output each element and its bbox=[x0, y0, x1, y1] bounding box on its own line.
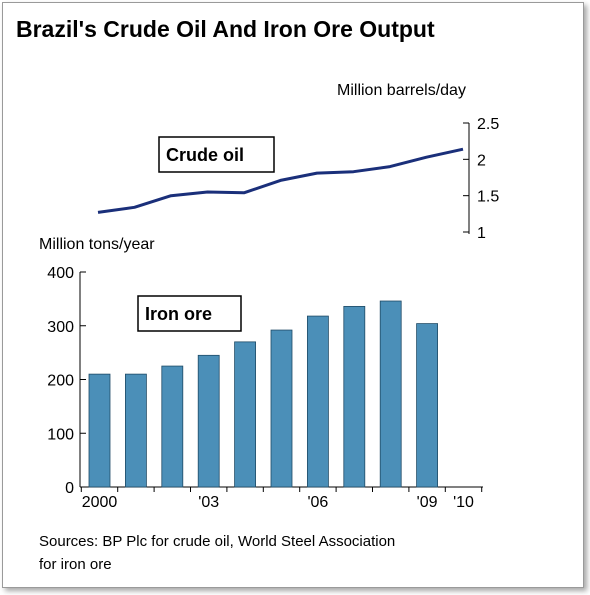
ore-x-tick-label: '09 bbox=[417, 494, 438, 511]
ore-x-tick-label: 2000 bbox=[82, 494, 118, 511]
oil-series-line bbox=[97, 147, 464, 214]
ore-series-label: Iron ore bbox=[145, 304, 212, 324]
sources-line-1: Sources: BP Plc for crude oil, World Ste… bbox=[39, 533, 395, 550]
ore-bar bbox=[343, 305, 366, 488]
ore-y-tick-label: 100 bbox=[47, 426, 74, 443]
ore-bar bbox=[125, 373, 147, 488]
ore-bar bbox=[270, 329, 293, 488]
oil-y-tick-label: 1.5 bbox=[477, 189, 499, 206]
sources-line-2: for iron ore bbox=[39, 556, 112, 573]
ore-bar bbox=[197, 354, 220, 488]
oil-series-label: Crude oil bbox=[166, 145, 244, 165]
ore-bar bbox=[379, 300, 402, 488]
ore-y-tick-label: 200 bbox=[47, 373, 74, 390]
oil-y-tick-label: 1 bbox=[477, 225, 486, 242]
oil-y-ticks: 2.5 2 1.5 1 bbox=[463, 116, 499, 242]
ore-label-box bbox=[137, 295, 242, 332]
ore-bar bbox=[234, 341, 257, 488]
oil-label-box bbox=[158, 136, 275, 173]
ore-y-tick-label: 0 bbox=[65, 480, 74, 497]
chart-title: Brazil's Crude Oil And Iron Ore Output bbox=[16, 16, 435, 42]
ore-bar bbox=[416, 323, 439, 488]
ore-x-ticks: 2000 '03 '06 '09 '10 bbox=[80, 487, 483, 511]
ore-bar bbox=[161, 365, 184, 488]
oil-unit-label: Million barrels/day bbox=[337, 82, 466, 99]
ore-bar bbox=[88, 373, 111, 488]
ore-x-tick-label: '03 bbox=[198, 494, 219, 511]
ore-bar bbox=[306, 315, 329, 488]
ore-y-tick-label: 300 bbox=[47, 319, 74, 336]
ore-bars bbox=[88, 300, 439, 488]
ore-y-ticks: 400 300 200 100 0 bbox=[47, 265, 86, 497]
ore-y-tick-label: 400 bbox=[47, 265, 74, 282]
ore-x-tick-label: '06 bbox=[307, 494, 328, 511]
ore-x-tick-label: '10 bbox=[453, 494, 474, 511]
chart-frame bbox=[2, 2, 584, 588]
ore-unit-label: Million tons/year bbox=[39, 236, 155, 253]
oil-y-tick-label: 2.5 bbox=[477, 116, 499, 133]
oil-y-tick-label: 2 bbox=[477, 152, 486, 169]
